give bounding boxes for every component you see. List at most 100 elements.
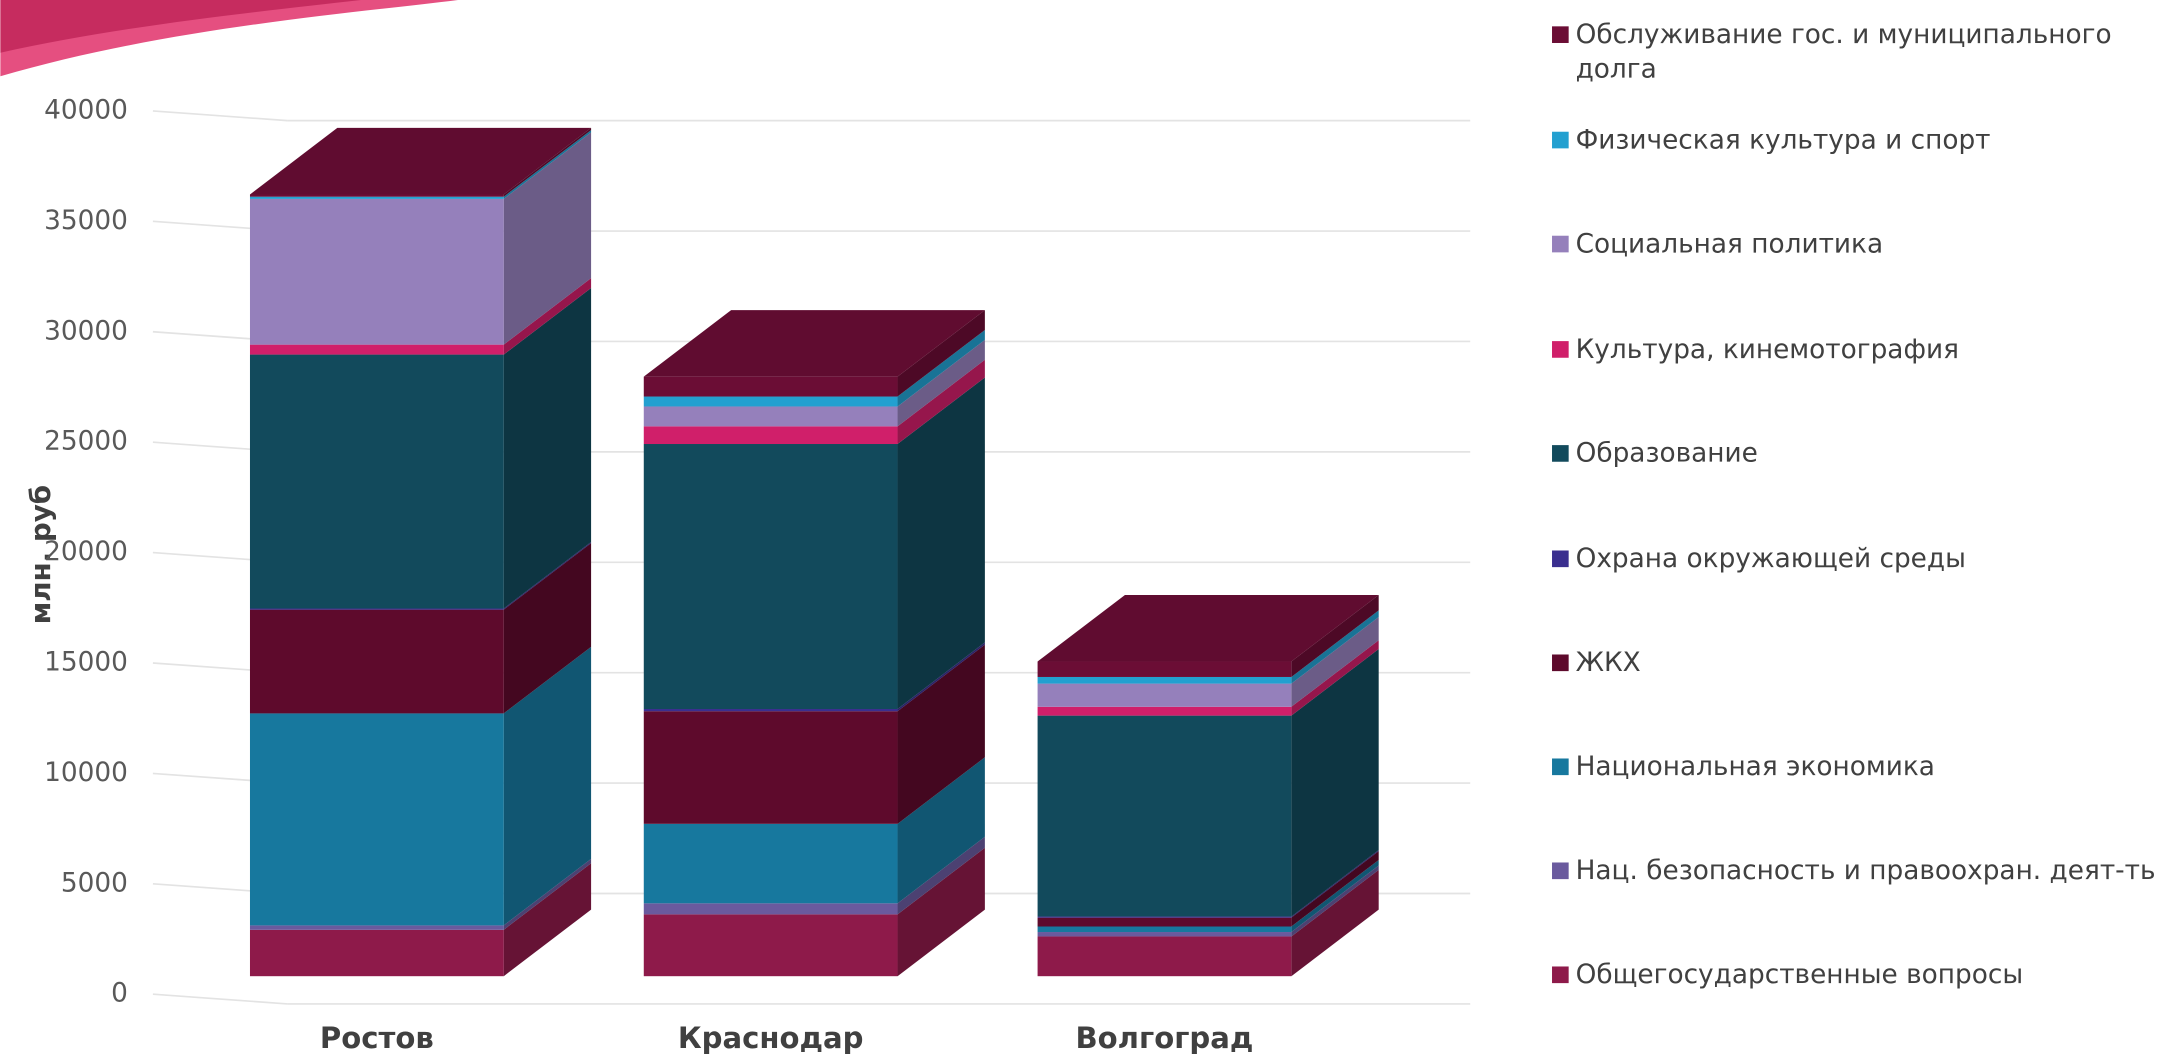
bar-segment <box>249 858 592 930</box>
bar-side <box>1291 640 1379 716</box>
bar-side <box>897 757 985 904</box>
bar-side <box>897 377 985 709</box>
bar-segment <box>1037 640 1379 716</box>
legend-label: Культура, кинемотография <box>1575 334 1959 365</box>
bar-side <box>897 836 985 915</box>
y-tick-label: 5000 <box>61 868 128 898</box>
bar-side <box>503 132 592 345</box>
legend-label: ЖКХ <box>1575 647 1641 679</box>
legend-swatch <box>1552 445 1569 462</box>
legend-label: Нац. безопасность и правоохран. деят-ть <box>1575 855 2156 887</box>
legend-label: Физическая культура и спорт <box>1575 124 1991 156</box>
bar-side <box>897 644 985 824</box>
legend: Общегосударственные вопросы Нац. безопасн… <box>1546 11 2170 1009</box>
bar-side <box>503 288 592 609</box>
bar-segment <box>249 130 592 199</box>
bar-front <box>1037 916 1292 918</box>
bar-side <box>503 543 592 714</box>
bar-side <box>503 858 592 930</box>
bar-segment <box>1037 617 1379 707</box>
bars: Ростов Краснодар Волгоград <box>249 127 1379 1055</box>
grid-line-side <box>152 993 288 1005</box>
bar-front <box>249 194 504 197</box>
bar-front <box>249 196 504 199</box>
bar-segment <box>249 288 592 609</box>
legend-item: Физическая культура и спорт <box>1546 123 2156 158</box>
legend-swatch <box>1552 550 1569 568</box>
bar-front <box>249 609 504 714</box>
legend-item: ЖКХ <box>1546 646 2156 681</box>
legend-swatch <box>1552 26 1569 43</box>
bar-side <box>1291 865 1379 937</box>
bar-segment <box>643 359 985 445</box>
bar-side <box>1291 617 1379 707</box>
bar-front <box>1037 715 1292 917</box>
bar-front <box>1037 917 1292 927</box>
bar-side <box>897 847 985 977</box>
bar-segment <box>643 847 985 977</box>
bar-segment <box>643 757 985 904</box>
y-tick-label: 30000 <box>44 316 128 346</box>
bar-side <box>503 541 592 610</box>
bar-segment <box>1037 610 1379 684</box>
bar-side <box>503 278 592 355</box>
bar-side <box>503 863 592 977</box>
bar-segment <box>643 836 985 915</box>
legend-swatch <box>1552 862 1569 880</box>
legend-item: Социальная политика <box>1546 227 2156 262</box>
bar-front <box>643 708 898 712</box>
y-tick-label: 35000 <box>44 206 128 236</box>
grid-line-side <box>152 110 288 122</box>
bar-front <box>643 711 898 824</box>
bar-front <box>643 396 898 407</box>
bar-segment <box>643 644 985 824</box>
bar-segment <box>643 339 985 427</box>
bar-side <box>1291 649 1379 917</box>
bar-front <box>643 914 898 977</box>
bar-front <box>643 903 898 915</box>
legend-container: Общегосударственные вопросы Нац. безопасн… <box>1546 11 2170 1009</box>
bar-segment <box>249 127 592 197</box>
y-tick-label: 10000 <box>44 758 128 788</box>
bar-segment <box>643 329 985 407</box>
bar-segment <box>249 278 592 355</box>
bar-segment <box>249 541 592 610</box>
bar-front <box>1037 926 1292 933</box>
bar-segment <box>249 543 592 714</box>
corner-decoration <box>0 0 361 53</box>
bar-segment <box>249 132 592 345</box>
y-tick-label: 40000 <box>44 95 128 125</box>
legend-label: Охрана окружающей среды <box>1575 543 1966 575</box>
bar-front <box>643 823 898 904</box>
bar-side <box>503 130 592 199</box>
legend-item: Образование <box>1546 437 2156 472</box>
legend-label: Обслуживание гос. и муниципального долга <box>1575 19 2112 85</box>
y-tick-label: 20000 <box>44 537 128 567</box>
bar-segment <box>249 646 592 926</box>
bar-segment <box>1037 649 1379 917</box>
bar-side <box>503 646 592 926</box>
legend-item: Национальная экономика <box>1546 750 2156 785</box>
bar-top <box>1037 594 1379 662</box>
y-tick-label: 15000 <box>44 647 128 677</box>
bar-side <box>1291 850 1379 918</box>
x-tick-label: Волгоград <box>1075 1021 1253 1055</box>
bar-front <box>249 608 504 610</box>
legend-label: Национальная экономика <box>1575 751 1935 783</box>
bar-front <box>249 929 504 977</box>
y-tick-label: 25000 <box>44 427 128 457</box>
y-axis-title: млн. руб <box>24 485 57 625</box>
bar-top <box>249 127 592 195</box>
bar-side <box>897 329 985 407</box>
x-tick-label: Краснодар <box>678 1021 864 1055</box>
bar-front <box>1037 661 1292 677</box>
bar-segment <box>1037 869 1379 977</box>
bar-segment <box>1037 859 1379 933</box>
bar-front <box>643 444 898 709</box>
bar-front <box>643 426 898 445</box>
bar-front <box>1037 706 1292 716</box>
bar-side <box>897 359 985 445</box>
bar-front <box>643 376 898 397</box>
